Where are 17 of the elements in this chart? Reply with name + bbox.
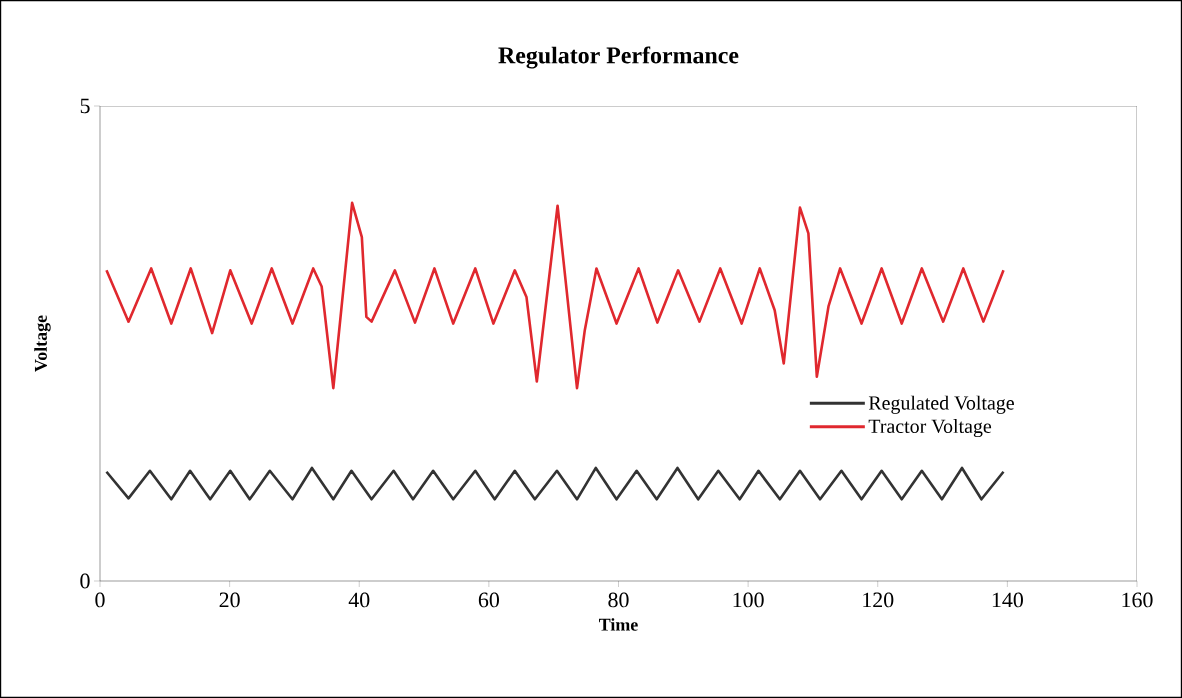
y-axis-title: Voltage [34, 315, 51, 372]
line-series [105, 201, 1005, 390]
x-tick-label: 40 [348, 592, 370, 608]
y-tick-label: 5 [80, 98, 90, 114]
x-tick-label: 120 [863, 592, 894, 608]
x-tick-label: 0 [95, 592, 105, 608]
x-tick-label: 100 [733, 592, 764, 608]
x-tick-label: 20 [219, 592, 240, 608]
chart-title: Regulator Performance [498, 46, 739, 69]
x-axis-title: Time [599, 618, 638, 631]
x-tick-label: 60 [478, 592, 499, 608]
x-tick-label: 80 [608, 592, 629, 608]
line-series [105, 466, 1005, 501]
x-tick-label: 160 [1122, 592, 1153, 608]
legend-label: Regulated Voltage [868, 395, 1014, 414]
legend-label: Tractor Voltage [868, 418, 992, 438]
x-tick-label: 140 [992, 592, 1023, 608]
